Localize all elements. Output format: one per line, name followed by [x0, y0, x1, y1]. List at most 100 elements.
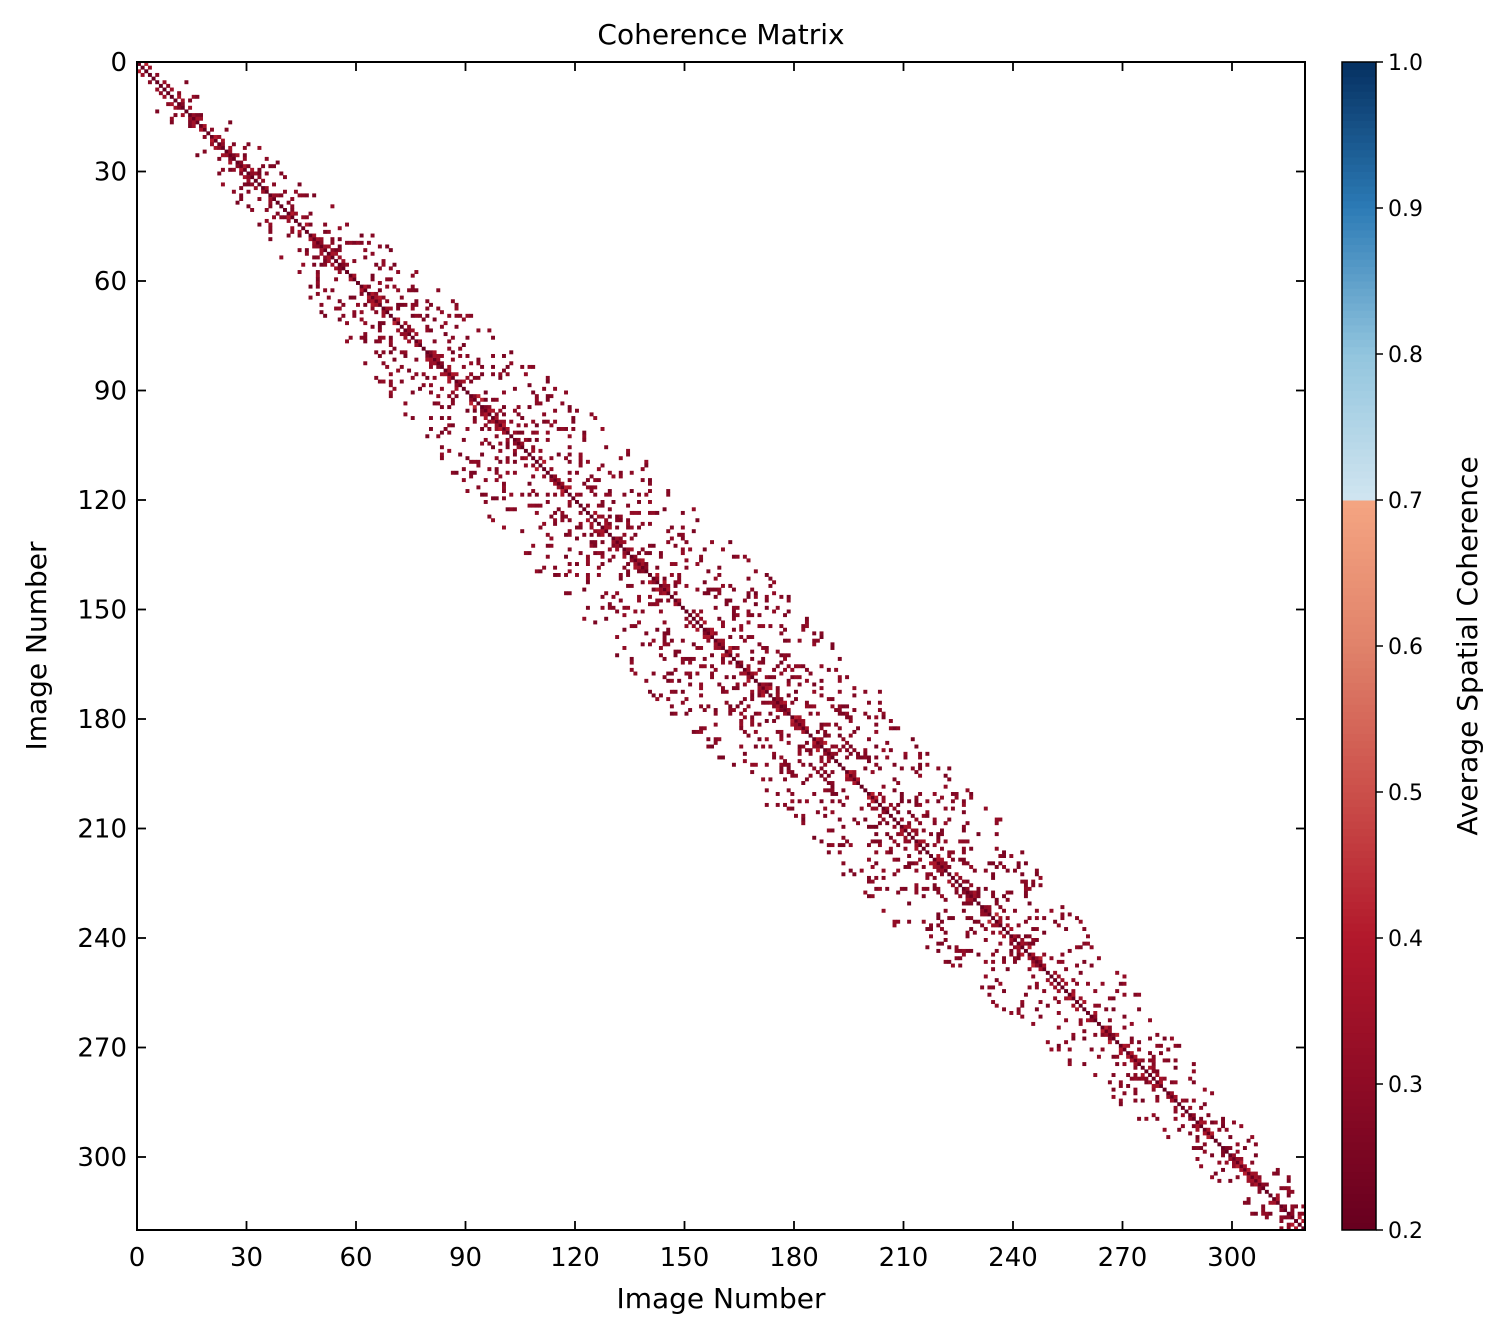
heatmap-cell [1104, 1025, 1109, 1030]
heatmap-cell [363, 361, 368, 366]
heatmap-cell [830, 788, 835, 793]
heatmap-cell [797, 682, 802, 687]
heatmap-cell [1049, 956, 1054, 961]
heatmap-cell [545, 543, 550, 548]
heatmap-cell [545, 500, 550, 504]
heatmap-cell [721, 547, 725, 552]
colorbar-segment [1342, 83, 1376, 92]
heatmap-cell [553, 565, 558, 570]
heatmap-cell [819, 693, 824, 698]
heatmap-cell [1111, 1032, 1116, 1037]
heatmap-cell [425, 354, 430, 358]
heatmap-cell [666, 671, 671, 676]
heatmap-cell-diagonal [852, 777, 857, 782]
heatmap-cell [1133, 1087, 1138, 1092]
heatmap-cell [786, 770, 791, 775]
heatmap-cell [929, 934, 933, 939]
heatmap-cell [637, 598, 641, 603]
heatmap-cell [1064, 1040, 1069, 1045]
heatmap-cell [1155, 1094, 1160, 1099]
heatmap-cell [545, 554, 550, 559]
heatmap-cell [571, 419, 576, 424]
heatmap-cell [1221, 1167, 1225, 1172]
heatmap-cell [644, 492, 649, 497]
heatmap-cell [666, 642, 671, 647]
heatmap-cell-diagonal [826, 751, 831, 756]
colorbar-segment [1342, 142, 1376, 151]
heatmap-cell-diagonal [1093, 1018, 1098, 1023]
heatmap-cell [837, 799, 842, 804]
heatmap-cell [925, 875, 930, 880]
heatmap-cell [976, 894, 981, 899]
heatmap-cell [1202, 1131, 1207, 1136]
heatmap-cell [815, 711, 820, 716]
heatmap-cell [567, 434, 572, 439]
heatmap-cell [640, 569, 645, 574]
heatmap-cell [706, 569, 711, 574]
heatmap-cell [1195, 1127, 1200, 1132]
heatmap-cell [925, 810, 930, 815]
heatmap-cell [1067, 996, 1072, 1001]
heatmap-cell [991, 959, 996, 964]
heatmap-cell [476, 485, 481, 490]
heatmap-cell [494, 456, 499, 461]
heatmap-cell [414, 288, 419, 293]
heatmap-cell [578, 492, 583, 497]
heatmap-cell-diagonal [162, 87, 167, 92]
heatmap-cell [746, 678, 751, 683]
heatmap-cell [1078, 919, 1083, 924]
heatmap-cell [739, 722, 744, 727]
heatmap-cell [575, 573, 579, 577]
heatmap-cell [494, 423, 499, 428]
heatmap-cell [414, 270, 419, 274]
heatmap-cell [775, 792, 780, 796]
heatmap-cell [914, 890, 919, 895]
colorbar-segment [1342, 967, 1376, 975]
colorbar-segment [1342, 354, 1376, 362]
heatmap-cell [958, 948, 963, 953]
heatmap-cell [1107, 1025, 1112, 1030]
heatmap-cell [976, 890, 981, 895]
heatmap-cell [600, 562, 605, 566]
heatmap-cell [469, 470, 474, 475]
heatmap-cell [834, 722, 839, 727]
heatmap-cell-diagonal [706, 631, 711, 636]
colorbar-segment [1342, 302, 1376, 311]
heatmap-cell [742, 598, 747, 603]
heatmap-cell [852, 773, 857, 778]
colorbar-segment [1342, 697, 1376, 705]
heatmap-cell [1239, 1157, 1244, 1161]
heatmap-cell-diagonal [571, 496, 576, 501]
heatmap-cell [578, 551, 583, 556]
colorbar-segment [1342, 186, 1376, 194]
heatmap-cell [450, 423, 455, 428]
heatmap-cell [837, 726, 842, 731]
heatmap-cell [450, 350, 455, 355]
heatmap-cell [1294, 1226, 1298, 1230]
heatmap-cell [505, 364, 510, 369]
heatmap-cell [589, 485, 594, 490]
heatmap-cell [706, 591, 711, 596]
heatmap-cell [1242, 1164, 1247, 1169]
colorbar: 0.20.30.40.50.60.70.80.91.0 Average Spat… [1341, 51, 1484, 1244]
heatmap-cell [425, 328, 430, 333]
heatmap-cell [706, 587, 711, 592]
heatmap-cell [436, 354, 441, 358]
x-tick-label: 180 [769, 1243, 819, 1273]
heatmap-cell [593, 529, 598, 534]
heatmap-cell [779, 671, 784, 676]
heatmap-cell [881, 715, 886, 720]
heatmap-cell [315, 273, 320, 278]
heatmap-cell [330, 248, 335, 253]
heatmap-cell [991, 861, 996, 866]
heatmap-cell [246, 175, 251, 180]
heatmap-cell [877, 886, 882, 891]
heatmap-cell [936, 865, 941, 869]
heatmap-cell [644, 551, 649, 556]
heatmap-cell-diagonal [210, 135, 214, 139]
heatmap-cell [487, 427, 492, 431]
heatmap-cell [250, 182, 255, 187]
heatmap-cell [571, 416, 576, 420]
heatmap-cell [538, 525, 543, 530]
heatmap-cell [1224, 1127, 1229, 1132]
